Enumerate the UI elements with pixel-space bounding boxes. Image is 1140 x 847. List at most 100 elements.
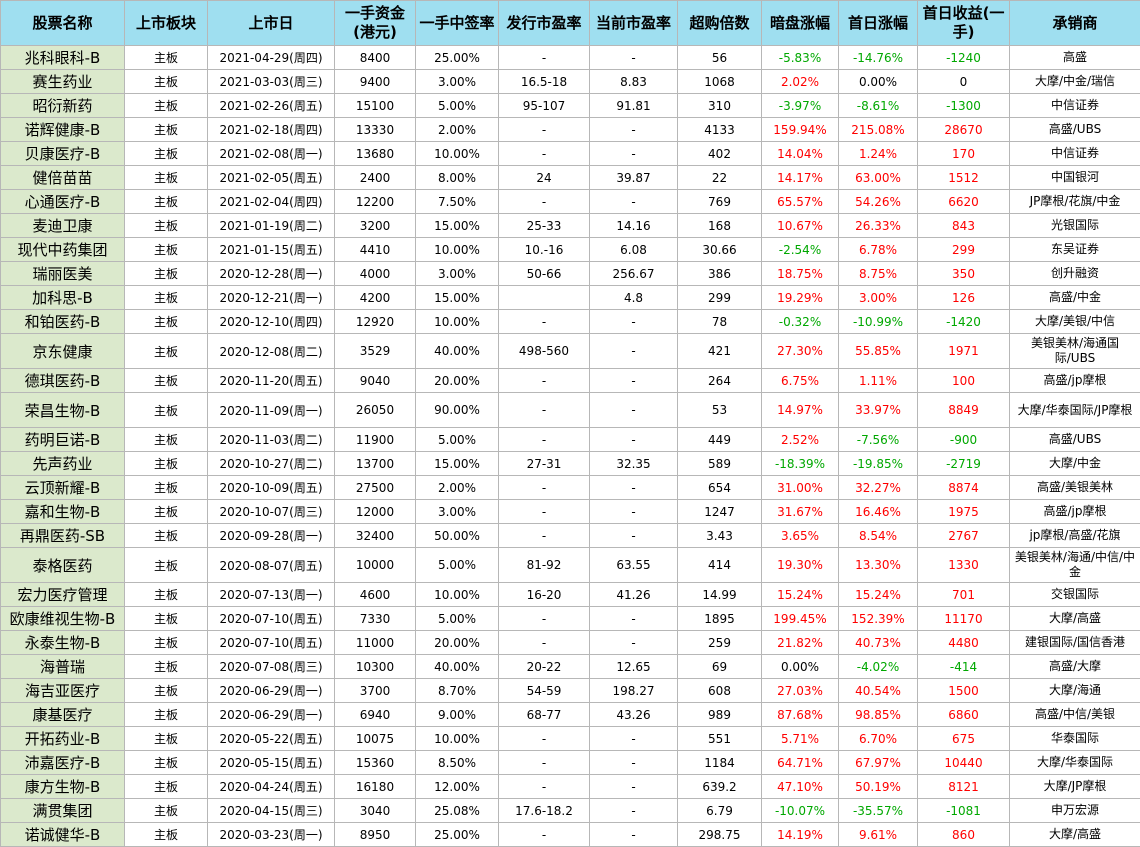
- underwriter-cell: 华泰国际: [1010, 727, 1140, 751]
- underwriter-cell: 美银美林/海通/中信/中金: [1010, 548, 1140, 583]
- underwriter-cell: 创升融资: [1010, 262, 1140, 286]
- current-pe-cell: -: [590, 190, 678, 214]
- grey-market-change-cell: -10.07%: [762, 799, 839, 823]
- grey-market-change-cell: -18.39%: [762, 452, 839, 476]
- listing-date-cell: 2021-02-04(周四): [208, 190, 335, 214]
- lot-capital-cell: 3200: [335, 214, 416, 238]
- listing-date-cell: 2020-11-03(周二): [208, 428, 335, 452]
- lot-capital-cell: 9400: [335, 70, 416, 94]
- column-header: 暗盘涨幅: [762, 1, 839, 46]
- stock-name-cell: 康方生物-B: [1, 775, 125, 799]
- current-pe-cell: 91.81: [590, 94, 678, 118]
- lot-capital-cell: 12000: [335, 500, 416, 524]
- underwriter-cell: 中国银河: [1010, 166, 1140, 190]
- allotment-rate-cell: 50.00%: [416, 524, 499, 548]
- first-day-change-cell: 26.33%: [839, 214, 918, 238]
- issue-pe-cell: -: [499, 476, 590, 500]
- allotment-rate-cell: 3.00%: [416, 262, 499, 286]
- first-day-change-cell: -14.76%: [839, 46, 918, 70]
- first-day-return-cell: 2767: [918, 524, 1010, 548]
- first-day-change-cell: 67.97%: [839, 751, 918, 775]
- underwriter-cell: 高盛/jp摩根: [1010, 369, 1140, 393]
- oversubscription-cell: 1895: [678, 607, 762, 631]
- underwriter-cell: 高盛/大摩: [1010, 655, 1140, 679]
- current-pe-cell: 63.55: [590, 548, 678, 583]
- grey-market-change-cell: 65.57%: [762, 190, 839, 214]
- stock-name-cell: 瑞丽医美: [1, 262, 125, 286]
- first-day-return-cell: 6620: [918, 190, 1010, 214]
- current-pe-cell: -: [590, 334, 678, 369]
- board-cell: 主板: [125, 548, 208, 583]
- current-pe-cell: -: [590, 751, 678, 775]
- first-day-return-cell: -1420: [918, 310, 1010, 334]
- underwriter-cell: 高盛/美银美林: [1010, 476, 1140, 500]
- board-cell: 主板: [125, 751, 208, 775]
- current-pe-cell: 6.08: [590, 238, 678, 262]
- allotment-rate-cell: 15.00%: [416, 452, 499, 476]
- first-day-return-cell: -1240: [918, 46, 1010, 70]
- grey-market-change-cell: 2.02%: [762, 70, 839, 94]
- board-cell: 主板: [125, 310, 208, 334]
- listing-date-cell: 2020-10-09(周五): [208, 476, 335, 500]
- stock-name-cell: 京东健康: [1, 334, 125, 369]
- listing-date-cell: 2021-02-26(周五): [208, 94, 335, 118]
- lot-capital-cell: 16180: [335, 775, 416, 799]
- oversubscription-cell: 4133: [678, 118, 762, 142]
- first-day-return-cell: -1300: [918, 94, 1010, 118]
- listing-date-cell: 2020-08-07(周五): [208, 548, 335, 583]
- current-pe-cell: -: [590, 142, 678, 166]
- lot-capital-cell: 4200: [335, 286, 416, 310]
- allotment-rate-cell: 90.00%: [416, 393, 499, 428]
- lot-capital-cell: 13330: [335, 118, 416, 142]
- underwriter-cell: 高盛: [1010, 46, 1140, 70]
- lot-capital-cell: 11000: [335, 631, 416, 655]
- grey-market-change-cell: 31.67%: [762, 500, 839, 524]
- first-day-return-cell: 126: [918, 286, 1010, 310]
- current-pe-cell: -: [590, 727, 678, 751]
- allotment-rate-cell: 7.50%: [416, 190, 499, 214]
- current-pe-cell: -: [590, 476, 678, 500]
- allotment-rate-cell: 5.00%: [416, 94, 499, 118]
- grey-market-change-cell: 27.03%: [762, 679, 839, 703]
- lot-capital-cell: 7330: [335, 607, 416, 631]
- grey-market-change-cell: 3.65%: [762, 524, 839, 548]
- grey-market-change-cell: 19.30%: [762, 548, 839, 583]
- first-day-change-cell: -35.57%: [839, 799, 918, 823]
- first-day-change-cell: 32.27%: [839, 476, 918, 500]
- oversubscription-cell: 402: [678, 142, 762, 166]
- listing-date-cell: 2020-12-28(周一): [208, 262, 335, 286]
- first-day-change-cell: 15.24%: [839, 583, 918, 607]
- stock-name-cell: 荣昌生物-B: [1, 393, 125, 428]
- current-pe-cell: 32.35: [590, 452, 678, 476]
- current-pe-cell: 8.83: [590, 70, 678, 94]
- column-header: 股票名称: [1, 1, 125, 46]
- board-cell: 主板: [125, 727, 208, 751]
- listing-date-cell: 2020-05-22(周五): [208, 727, 335, 751]
- grey-market-change-cell: 14.04%: [762, 142, 839, 166]
- underwriter-cell: 大摩/华泰国际/JP摩根: [1010, 393, 1140, 428]
- oversubscription-cell: 69: [678, 655, 762, 679]
- allotment-rate-cell: 15.00%: [416, 286, 499, 310]
- oversubscription-cell: 608: [678, 679, 762, 703]
- first-day-return-cell: -1081: [918, 799, 1010, 823]
- oversubscription-cell: 421: [678, 334, 762, 369]
- lot-capital-cell: 13680: [335, 142, 416, 166]
- underwriter-cell: jp摩根/高盛/花旗: [1010, 524, 1140, 548]
- lot-capital-cell: 6940: [335, 703, 416, 727]
- current-pe-cell: -: [590, 607, 678, 631]
- grey-market-change-cell: 14.97%: [762, 393, 839, 428]
- stock-name-cell: 泰格医药: [1, 548, 125, 583]
- allotment-rate-cell: 8.70%: [416, 679, 499, 703]
- grey-market-change-cell: 159.94%: [762, 118, 839, 142]
- column-header: 一手资金(港元): [335, 1, 416, 46]
- underwriter-cell: 大摩/美银/中信: [1010, 310, 1140, 334]
